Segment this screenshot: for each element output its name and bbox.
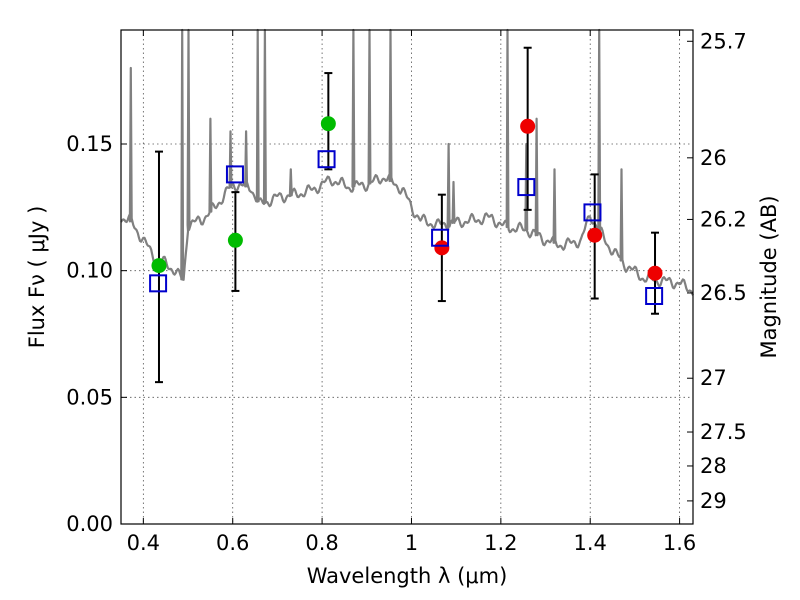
x-tick-label: 0.6 <box>216 531 249 555</box>
model-photometry-point <box>645 287 664 305</box>
observed-infrared-point <box>520 118 536 134</box>
mag-tick-label: 26.2 <box>700 207 747 231</box>
observed-infrared-point <box>587 227 603 243</box>
x-tick-label: 1.4 <box>574 531 607 555</box>
y-tick-label: 0.00 <box>66 512 113 536</box>
observed-optical-point <box>227 232 243 248</box>
x-tick-label: 0.4 <box>127 531 160 555</box>
mag-tick-label: 26 <box>700 146 727 170</box>
mag-tick-label: 28 <box>700 454 727 478</box>
mag-tick-label: 27.5 <box>700 420 747 444</box>
observed-optical-point <box>151 258 167 274</box>
y-tick-label: 0.15 <box>66 132 113 156</box>
x-tick-label: 1.2 <box>484 531 517 555</box>
y2-axis-title: Magnitude (AB) <box>757 195 781 358</box>
observed-infrared-point <box>647 265 663 281</box>
observed-optical-point <box>320 116 336 132</box>
y-tick-label: 0.10 <box>66 259 113 283</box>
x-tick-label: 0.8 <box>305 531 338 555</box>
x-tick-label: 1.6 <box>663 531 696 555</box>
tick-layer: 0.4 0.6 0.8 1 1.2 1.4 1.6 0.00 0.05 0.10 0.15 25.7 2… <box>66 29 747 555</box>
model-photometry-point <box>317 150 336 169</box>
model-photometry-point <box>583 203 602 222</box>
model-photometry-point <box>225 165 244 184</box>
mag-tick-label: 29 <box>700 489 727 513</box>
mag-tick-label: 26.5 <box>700 281 747 305</box>
model-photometry-point <box>431 228 450 247</box>
observed-infrared-point <box>434 240 450 256</box>
spectrum-layer <box>120 28 694 296</box>
mag-tick-label: 27 <box>700 366 727 390</box>
y-axis-title: Flux Fν ( μJy ) <box>25 206 49 349</box>
x-tick-label: 1 <box>405 531 418 555</box>
model-photometry-point <box>149 274 168 293</box>
marker-layer <box>149 116 664 305</box>
model-photometry-point <box>517 178 536 197</box>
model-spectrum-line <box>120 28 694 296</box>
y-tick-label: 0.05 <box>66 385 113 409</box>
plot-frame <box>120 29 694 525</box>
x-axis-title: Wavelength λ (μm) <box>307 564 508 588</box>
mag-tick-label: 25.7 <box>700 29 747 53</box>
